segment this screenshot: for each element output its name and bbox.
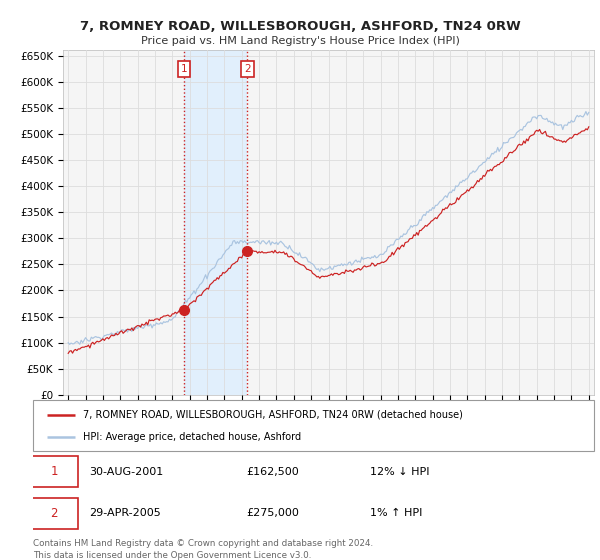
FancyBboxPatch shape <box>33 400 594 451</box>
Text: 2: 2 <box>50 507 58 520</box>
Text: HPI: Average price, detached house, Ashford: HPI: Average price, detached house, Ashf… <box>83 432 302 442</box>
Text: £162,500: £162,500 <box>246 467 299 477</box>
FancyBboxPatch shape <box>30 456 78 487</box>
Text: Contains HM Land Registry data © Crown copyright and database right 2024.
This d: Contains HM Land Registry data © Crown c… <box>33 539 373 559</box>
Text: 1% ↑ HPI: 1% ↑ HPI <box>370 508 422 518</box>
Text: £275,000: £275,000 <box>246 508 299 518</box>
Text: 7, ROMNEY ROAD, WILLESBOROUGH, ASHFORD, TN24 0RW: 7, ROMNEY ROAD, WILLESBOROUGH, ASHFORD, … <box>80 20 520 32</box>
FancyBboxPatch shape <box>30 498 78 529</box>
Text: 29-APR-2005: 29-APR-2005 <box>89 508 161 518</box>
Text: 1: 1 <box>50 465 58 478</box>
Text: 7, ROMNEY ROAD, WILLESBOROUGH, ASHFORD, TN24 0RW (detached house): 7, ROMNEY ROAD, WILLESBOROUGH, ASHFORD, … <box>83 409 463 419</box>
Text: 30-AUG-2001: 30-AUG-2001 <box>89 467 163 477</box>
Text: 12% ↓ HPI: 12% ↓ HPI <box>370 467 429 477</box>
Text: 2: 2 <box>244 64 251 74</box>
Text: 1: 1 <box>181 64 187 74</box>
Bar <box>184 50 247 395</box>
Text: Price paid vs. HM Land Registry's House Price Index (HPI): Price paid vs. HM Land Registry's House … <box>140 36 460 46</box>
